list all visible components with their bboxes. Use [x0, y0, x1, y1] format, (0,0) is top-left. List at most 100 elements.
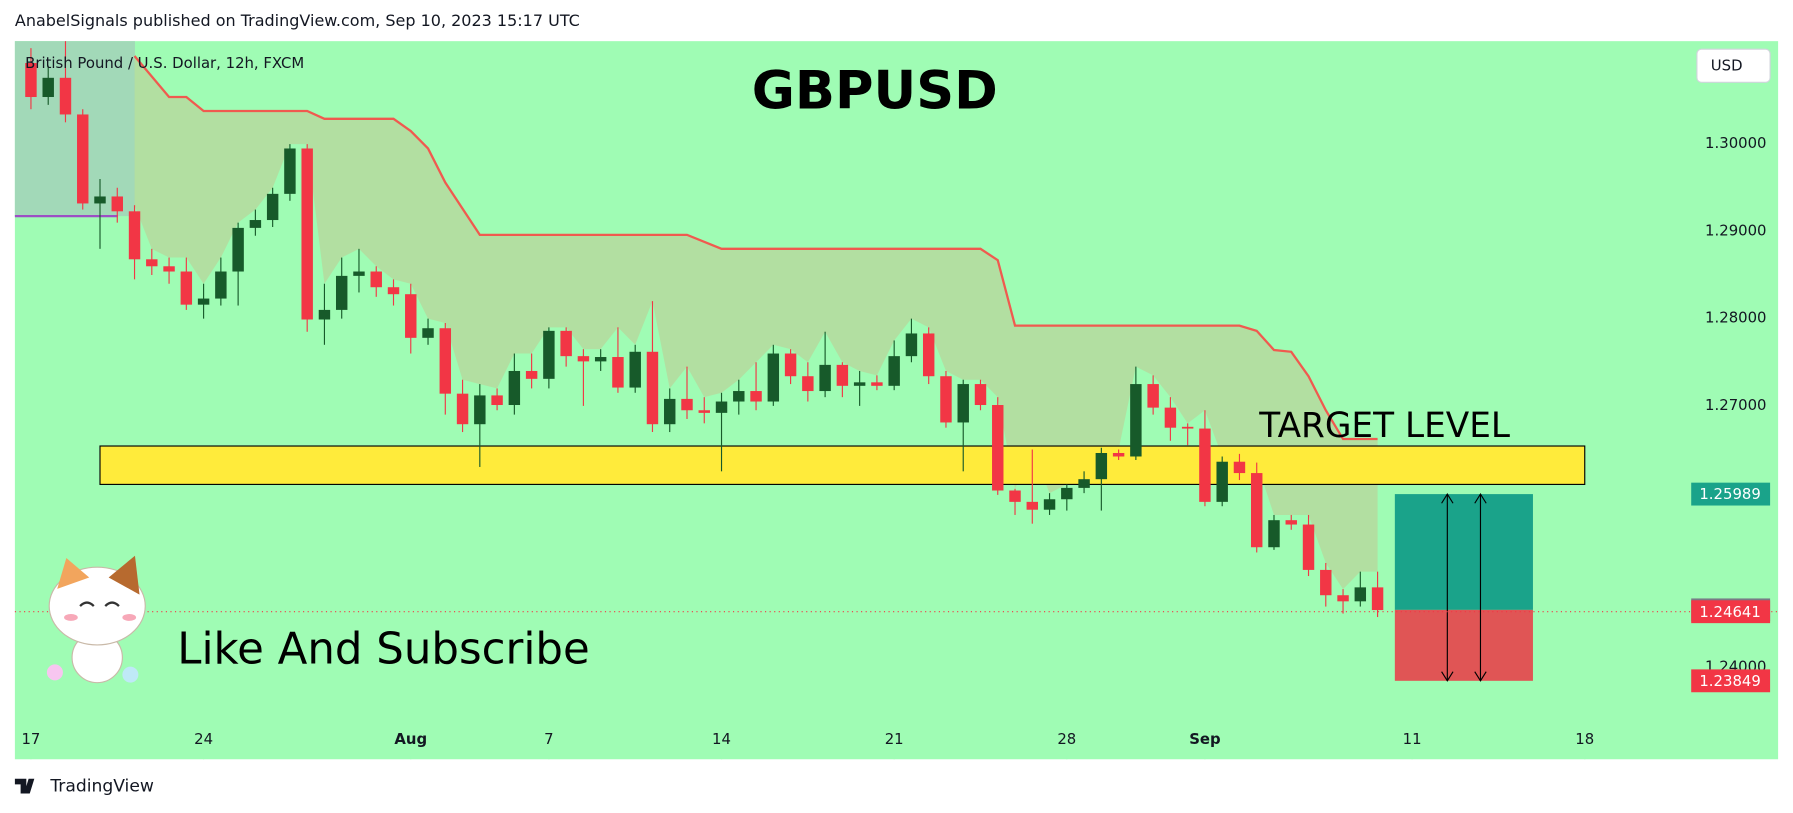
candle-body [1302, 524, 1315, 570]
candle-body [1078, 479, 1090, 488]
x-tick-label: 24 [194, 730, 213, 748]
candle-body [681, 398, 693, 411]
candle-body [1320, 569, 1332, 596]
currency-box [1696, 48, 1771, 83]
candle-body [318, 309, 331, 320]
chart-title: GBPUSD [752, 60, 998, 121]
candle-body [1233, 461, 1246, 474]
plot: TARGET LEVEL 1.30000 1.29000 1.28000 1.27000… [14, 41, 1779, 760]
candle-body [335, 275, 348, 310]
candle-body [1164, 407, 1177, 428]
candle-body [1181, 426, 1194, 429]
target-zone [99, 445, 1586, 485]
candle-body [733, 391, 745, 402]
candle-body [1112, 452, 1125, 457]
candle-body [249, 220, 262, 228]
y-tick-label: 1.29000 [1705, 221, 1766, 239]
zone-label: TARGET LEVEL [1258, 406, 1510, 446]
candle-body [284, 148, 296, 194]
candle-body [888, 356, 900, 386]
candle-body [1147, 384, 1159, 408]
x-tick-label: 17 [21, 730, 40, 748]
candle-body [1216, 461, 1228, 502]
candle-body [767, 353, 780, 402]
footer: TradingView [49, 777, 154, 797]
candle-body [111, 196, 123, 212]
candle-body [940, 376, 952, 423]
annotation: Like And Subscribe [177, 624, 589, 674]
candle-body [819, 364, 831, 392]
target-area [1394, 494, 1533, 610]
candle-body [629, 351, 641, 388]
candle-body [1199, 428, 1211, 502]
candle-body [1285, 520, 1297, 525]
stop-area [1394, 609, 1533, 681]
sticker [46, 555, 146, 684]
candle-body [1026, 501, 1039, 510]
y-tick-label: 1.30000 [1705, 134, 1766, 152]
symbol: British Pound / U.S. Dollar, 12h, FXCM [25, 54, 304, 72]
last-price-label-box [1691, 600, 1771, 624]
candle-body [25, 62, 37, 98]
candle-body [784, 353, 797, 377]
candle-body [42, 77, 54, 98]
candle-body [1095, 452, 1108, 480]
candle-body [405, 294, 417, 338]
candle-body [474, 395, 486, 425]
candle-body [94, 196, 106, 204]
last-price-label: 1.24641 [1699, 603, 1760, 621]
candle-body [560, 330, 572, 357]
footer-logo [14, 778, 35, 794]
candle-body [1268, 520, 1280, 548]
target-price-label: 1.25989 [1699, 485, 1760, 503]
x-tick-label: 28 [1057, 730, 1076, 748]
position-arrowhead [1441, 493, 1454, 682]
candle-body [439, 328, 452, 394]
candle-body [871, 382, 883, 386]
currency: USD [1711, 56, 1743, 74]
stop-price-label: 1.23849 [1699, 672, 1760, 690]
x-tick-label: 18 [1575, 730, 1594, 748]
position-arrowhead [1474, 493, 1487, 682]
candle-body [491, 395, 503, 406]
y-tick-label: 1.28000 [1705, 309, 1766, 327]
candle-body [163, 266, 175, 272]
candle-body [59, 77, 72, 115]
candle-body [353, 271, 365, 276]
candle-body [77, 114, 89, 204]
candle-body [1061, 487, 1073, 500]
stop-price-label-box [1691, 669, 1771, 693]
y-tick-label: 1.27000 [1705, 396, 1766, 414]
candle-body [1130, 384, 1142, 457]
candle-body [992, 405, 1004, 491]
candle-body [180, 271, 193, 305]
candle-body [922, 333, 935, 377]
candle-body [146, 259, 158, 267]
candle-body [1371, 587, 1384, 611]
candle-body [836, 364, 849, 386]
candle-body [594, 357, 607, 362]
candle-body [1354, 587, 1367, 602]
candle-body [422, 328, 434, 338]
x-tick-label: Aug [394, 730, 427, 748]
candle-body [197, 298, 210, 305]
x-tick-label: Sep [1189, 730, 1220, 748]
candle-body [508, 370, 521, 406]
candle-body [266, 193, 279, 221]
candle-body [974, 384, 987, 406]
candle-body [957, 384, 969, 423]
candle-body [1337, 595, 1349, 602]
x-tick-label: 14 [712, 730, 731, 748]
x-tick-label: 21 [885, 730, 904, 748]
candle-body [750, 391, 762, 402]
candle-body [232, 227, 244, 272]
candle-body [543, 330, 555, 379]
candle-body [853, 382, 866, 386]
candle-body [1251, 473, 1263, 548]
x-tick-label: 11 [1403, 730, 1422, 748]
candle-body [1043, 499, 1056, 510]
x-tick-label: 7 [544, 730, 553, 748]
candle-body [525, 370, 538, 379]
candle-body [387, 287, 400, 295]
